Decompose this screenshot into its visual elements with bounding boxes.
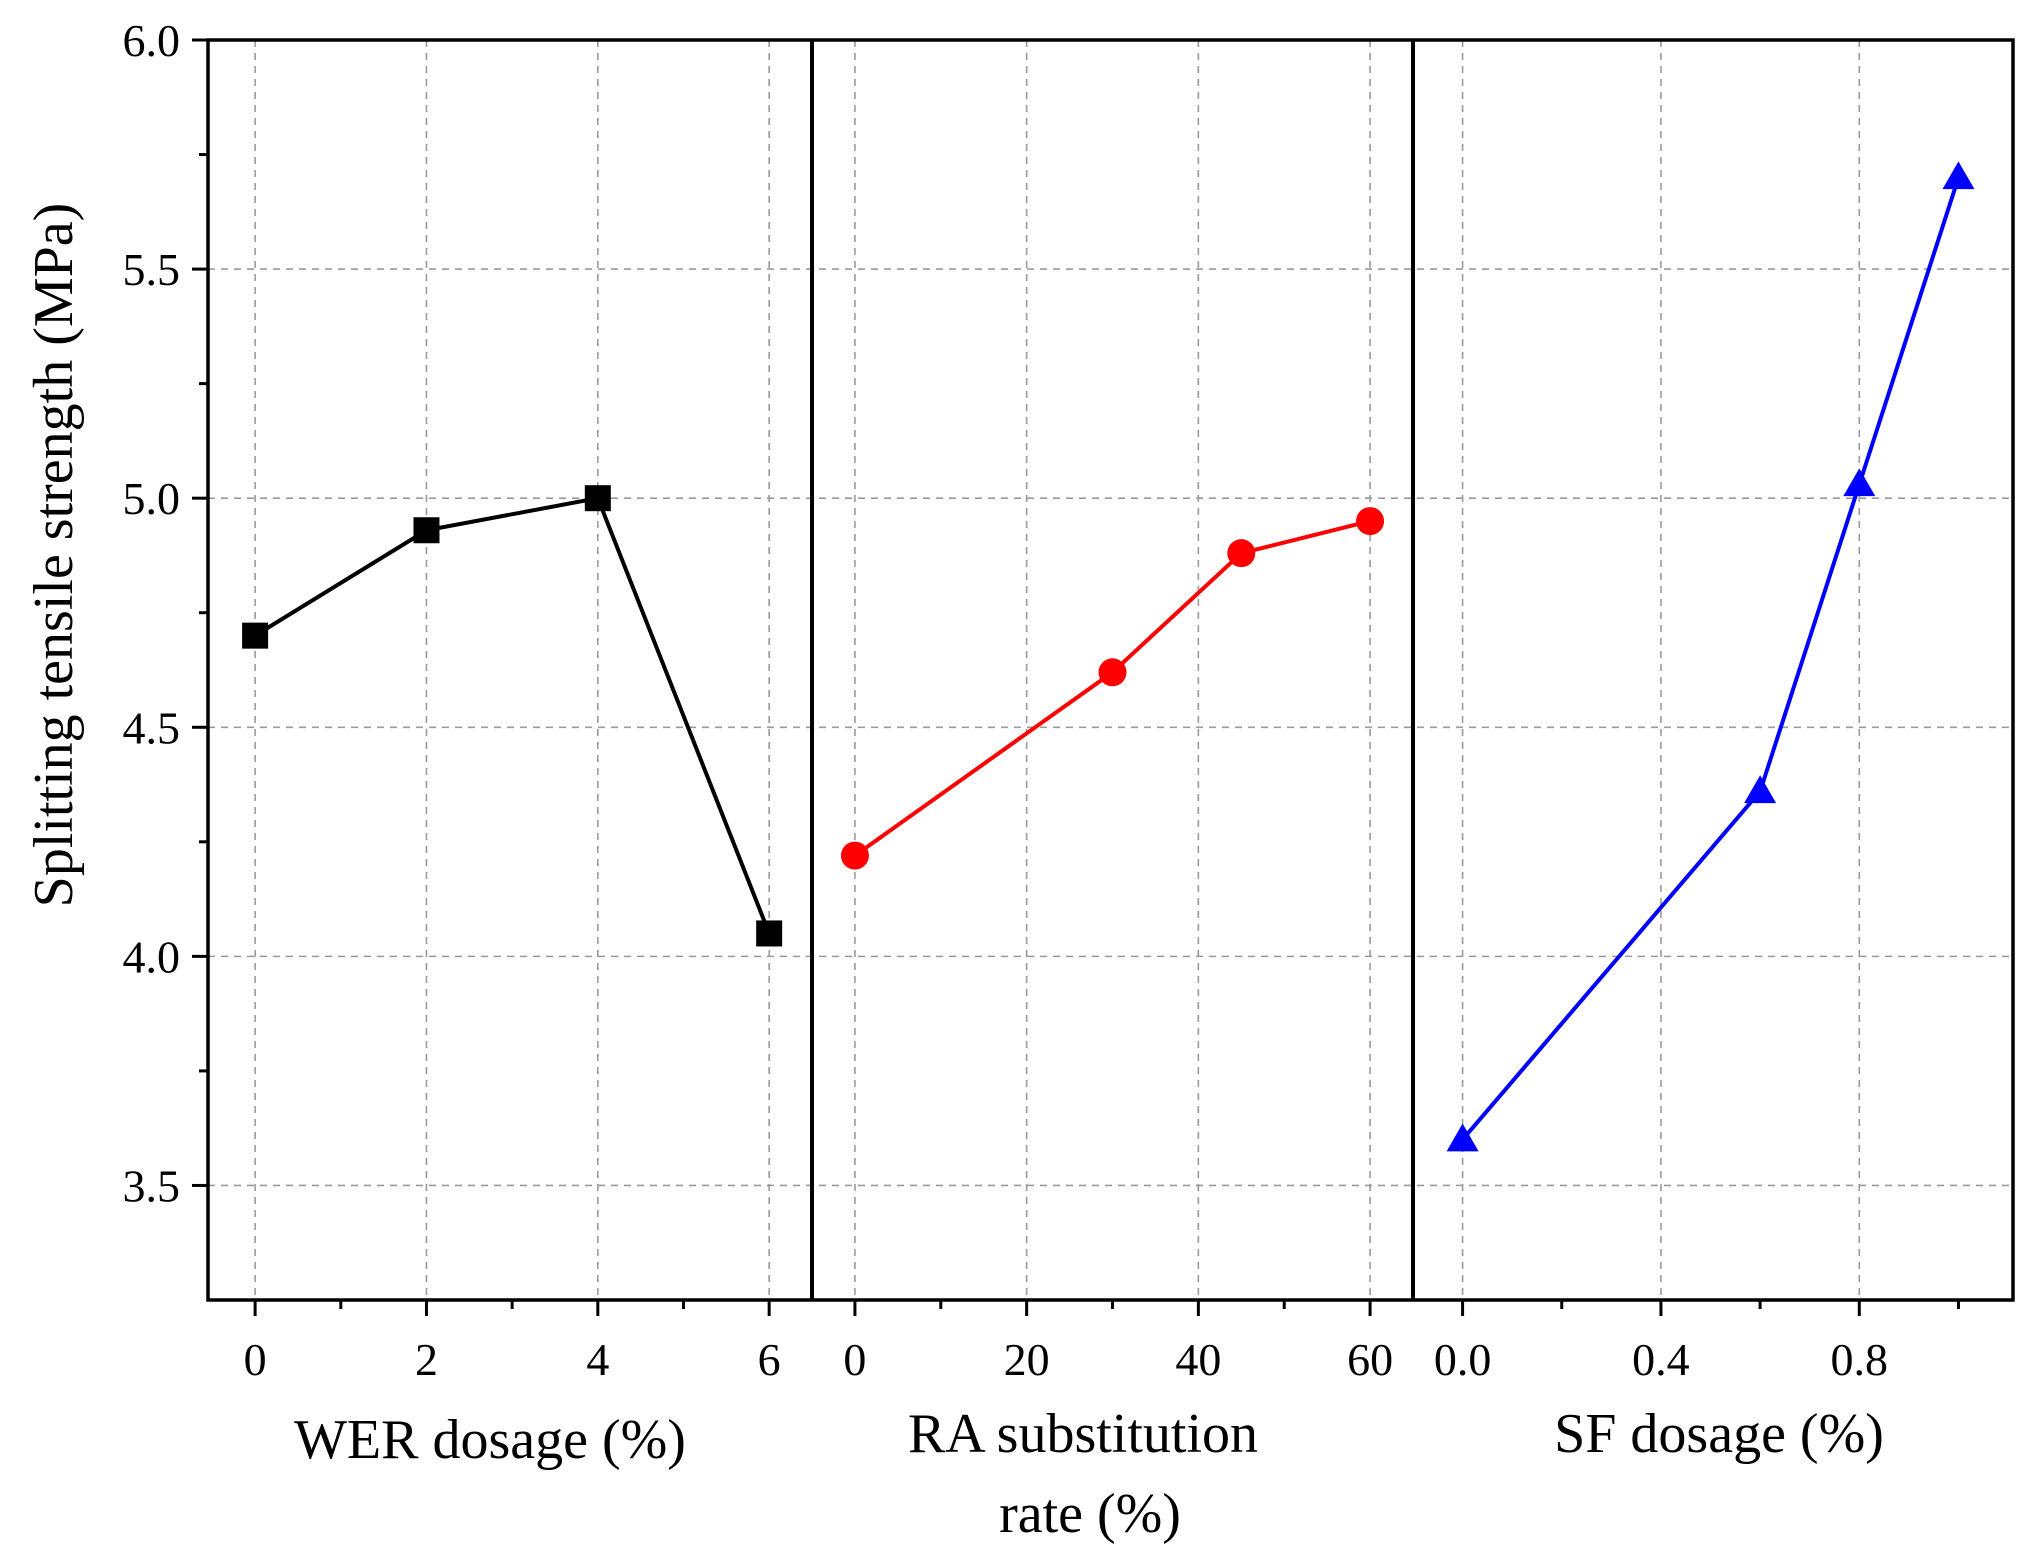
y-tick-label: 5.5 [123, 244, 181, 295]
x-axis-title-ra-line2: rate (%) [999, 1483, 1181, 1545]
y-tick-label: 6.0 [123, 15, 181, 66]
x-axis-title-ra-line1: RA substitution [908, 1403, 1258, 1465]
x-tick-label: 6 [758, 1334, 781, 1385]
x-axis-title-sf: SF dosage (%) [1554, 1403, 1884, 1465]
data-point-circle [1098, 658, 1127, 687]
plot-frame [206, 38, 2015, 1302]
y-tick-label: 4.0 [123, 931, 181, 982]
x-tick-label: 4 [586, 1334, 609, 1385]
series-line-wer [254, 495, 772, 935]
ticks: 0 2 4 6 0 20 40 60 0.0 0.4 0.83.54.04.55.05.56.0 [123, 15, 1960, 1385]
data-point-circle [1356, 507, 1385, 536]
data-point-square [242, 622, 269, 649]
plot-border [206, 38, 2015, 1302]
x-tick-label: 0.0 [1434, 1334, 1492, 1385]
x-tick-label: 2 [415, 1334, 438, 1385]
data-point-circle [1227, 539, 1256, 568]
data-point-triangle [1942, 161, 1975, 190]
x-tick-label: 0.8 [1831, 1334, 1889, 1385]
series-line-ra [853, 519, 1371, 858]
x-tick-label: 0 [843, 1334, 866, 1385]
data-point-square [413, 517, 440, 544]
data-point-triangle [1843, 468, 1876, 497]
x-tick-label: 20 [1004, 1334, 1050, 1385]
data-point-square [756, 920, 783, 947]
x-tick-label: 0.4 [1632, 1334, 1690, 1385]
data-point-circle [840, 841, 869, 870]
data-point-triangle [1744, 775, 1777, 804]
data-point-triangle [1446, 1123, 1479, 1152]
y-tick-label: 5.0 [123, 473, 181, 524]
x-tick-label: 60 [1347, 1334, 1393, 1385]
x-tick-label: 0 [244, 1334, 267, 1385]
y-tick-label: 4.5 [123, 702, 181, 753]
data-point-square [584, 485, 611, 512]
series-line-sf [1461, 176, 1961, 1141]
x-axis-title-wer: WER dosage (%) [294, 1409, 686, 1471]
y-tick-label: 3.5 [123, 1160, 181, 1211]
y-axis-title: Splitting tensile strength (MPa) [23, 203, 85, 908]
x-tick-label: 40 [1175, 1334, 1221, 1385]
grid-lines [208, 39, 2013, 1300]
data-series [242, 161, 1975, 1152]
